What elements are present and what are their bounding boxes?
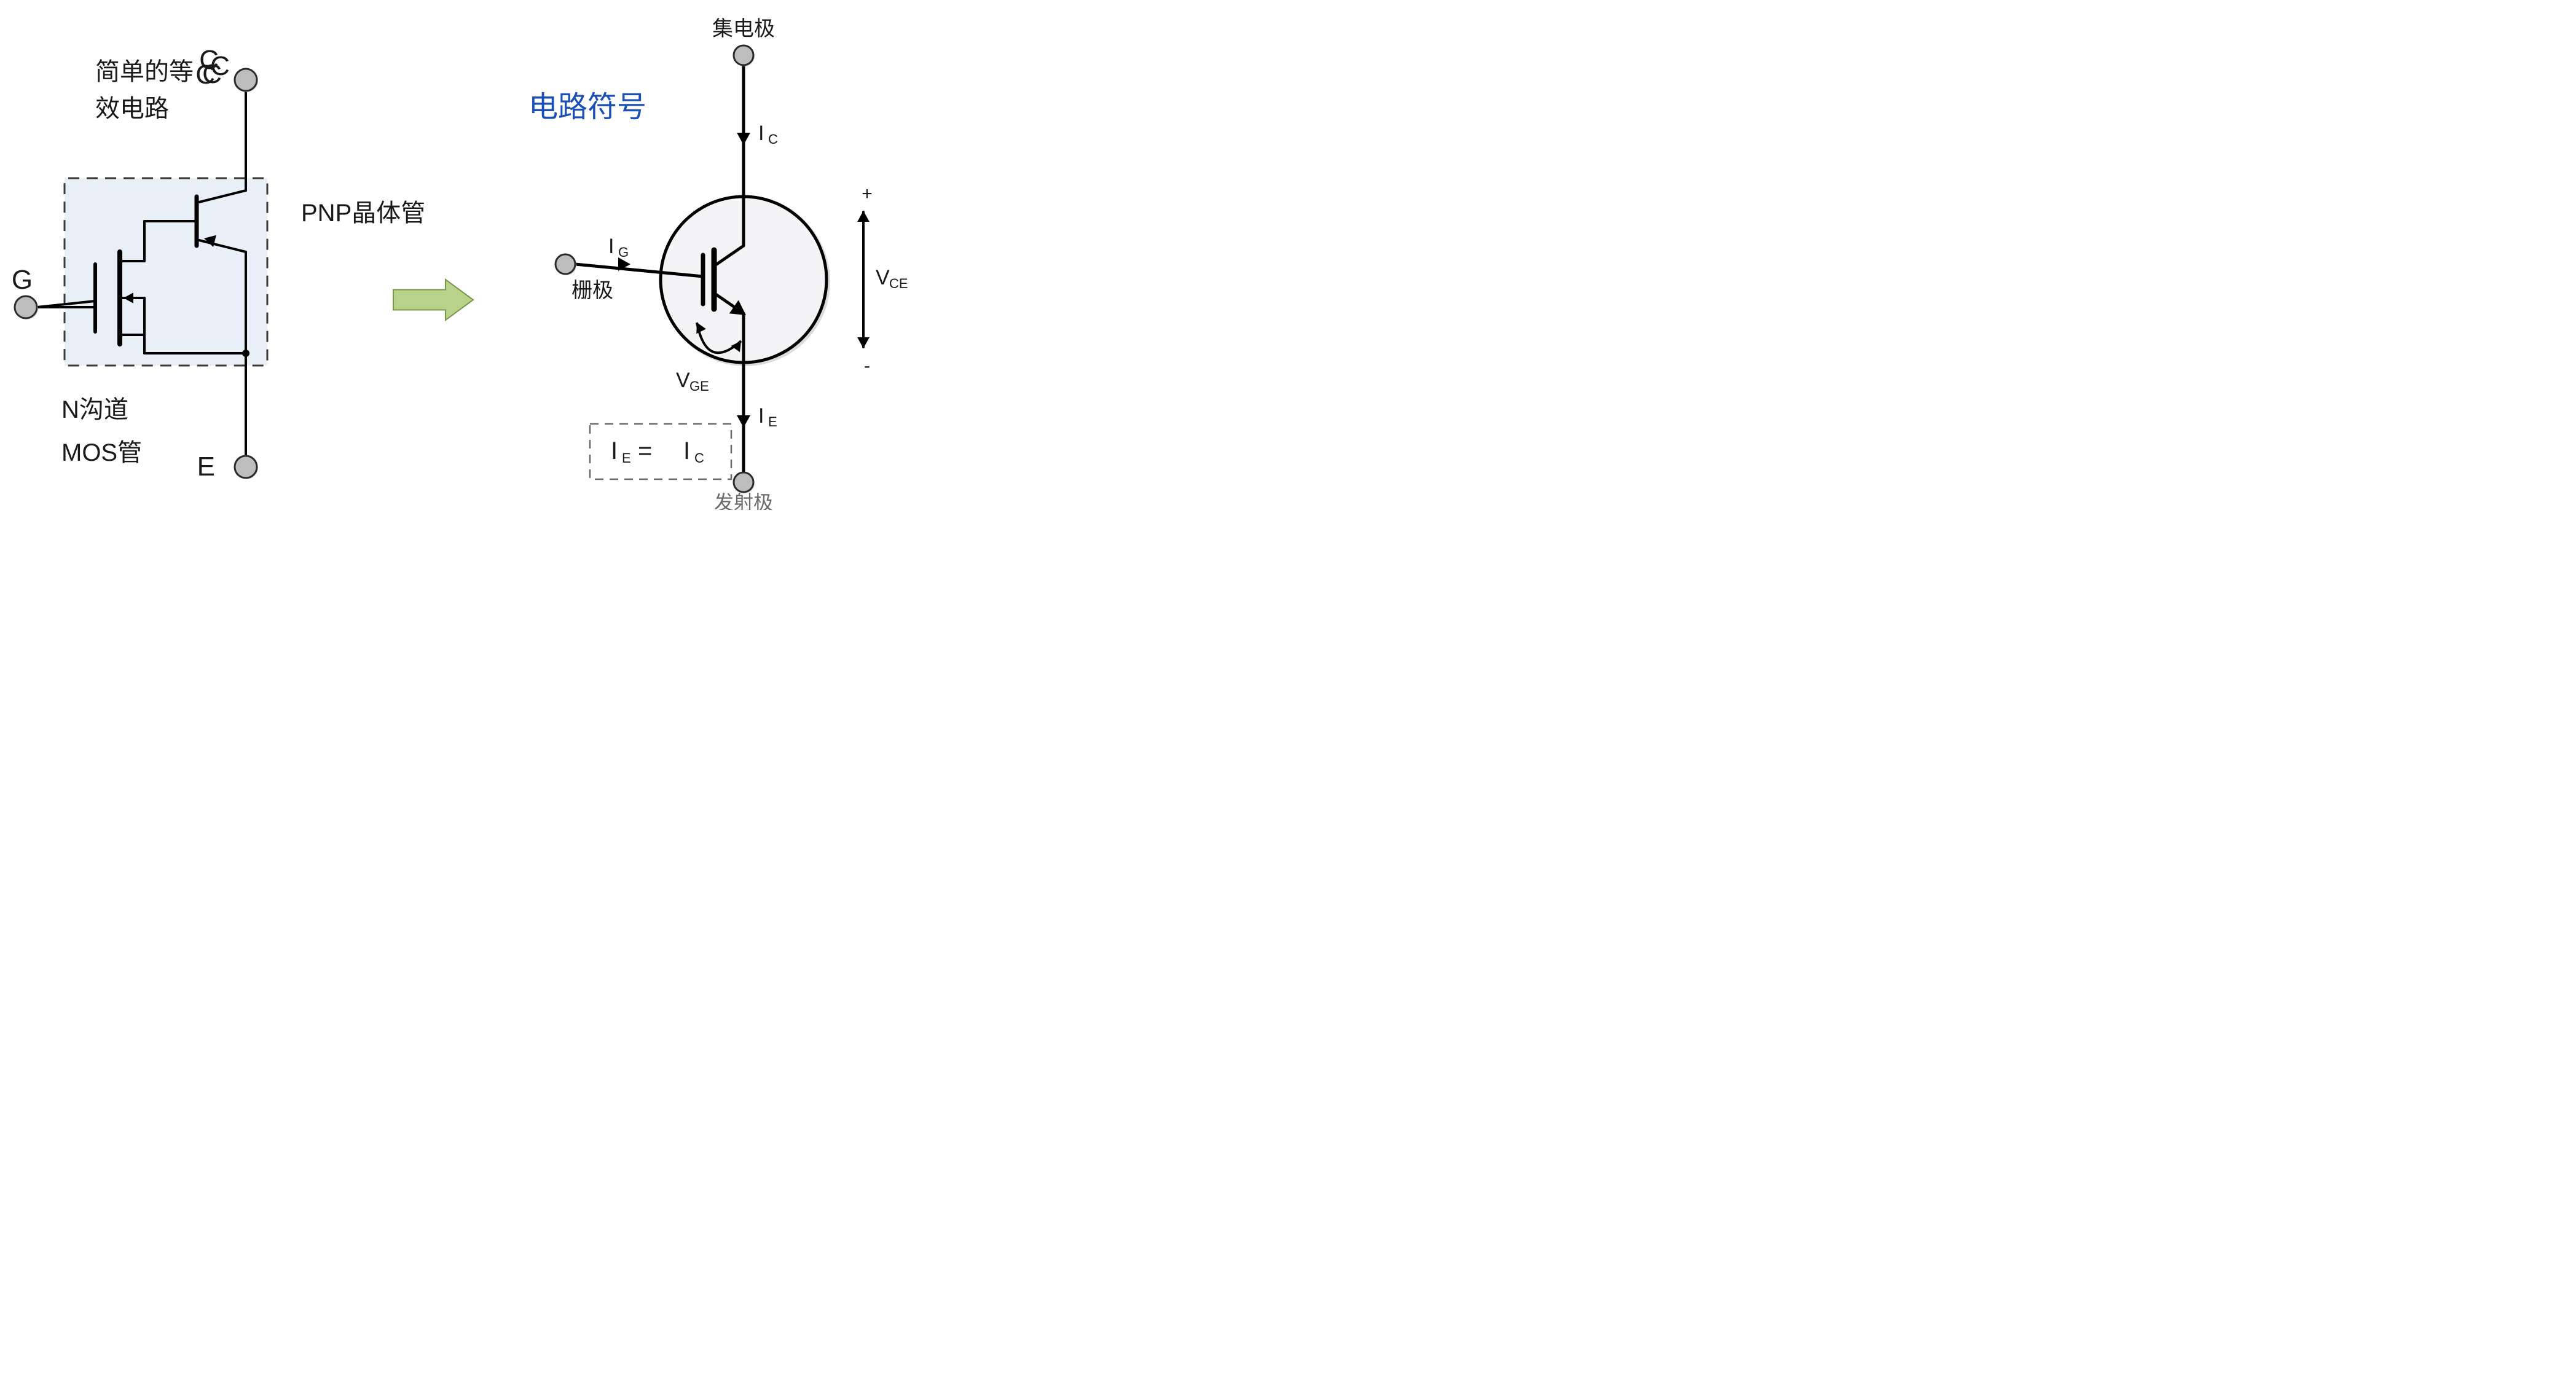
vce-plus: +: [862, 184, 873, 204]
eq-ie-sub: E: [622, 450, 631, 466]
mos-label-2: MOS管: [61, 439, 142, 466]
ie-label: I: [758, 404, 764, 428]
ic-label: I: [758, 122, 764, 145]
vce-sub: CE: [889, 276, 908, 291]
gate-label: 栅极: [571, 279, 613, 302]
terminal-e-right: [734, 472, 753, 492]
vge-label: V: [676, 369, 690, 392]
terminal-c-right: [734, 45, 753, 65]
eq-ie: I: [611, 437, 618, 464]
left-title-2: 效电路: [95, 95, 169, 122]
ic-sub: C: [768, 131, 778, 147]
pnp-label: PNP晶体管: [301, 200, 425, 227]
label-E: E: [197, 452, 215, 482]
eq-ic-sub: C: [694, 450, 704, 466]
vge-sub: GE: [689, 378, 709, 394]
right-title: 电路符号: [528, 91, 646, 123]
eq-equals: =: [638, 437, 652, 464]
terminal-c-left: [235, 69, 257, 91]
terminal-e-left: [235, 456, 257, 478]
vce-label: V: [876, 266, 890, 289]
label-C: C: [195, 60, 215, 90]
collector-label: 集电极: [712, 17, 775, 41]
left-title-1: 简单的等: [95, 58, 194, 85]
ig-sub: G: [618, 245, 629, 260]
ie-sub: E: [768, 414, 777, 429]
eq-ic: I: [683, 437, 690, 464]
ig-label: I: [608, 235, 614, 258]
label-G: G: [12, 265, 33, 295]
terminal-g-right: [556, 254, 575, 274]
emitter-label: 发射极: [714, 491, 773, 510]
vce-minus: -: [864, 356, 870, 376]
mos-label-1: N沟道: [61, 396, 128, 423]
terminal-g-left: [15, 296, 37, 318]
